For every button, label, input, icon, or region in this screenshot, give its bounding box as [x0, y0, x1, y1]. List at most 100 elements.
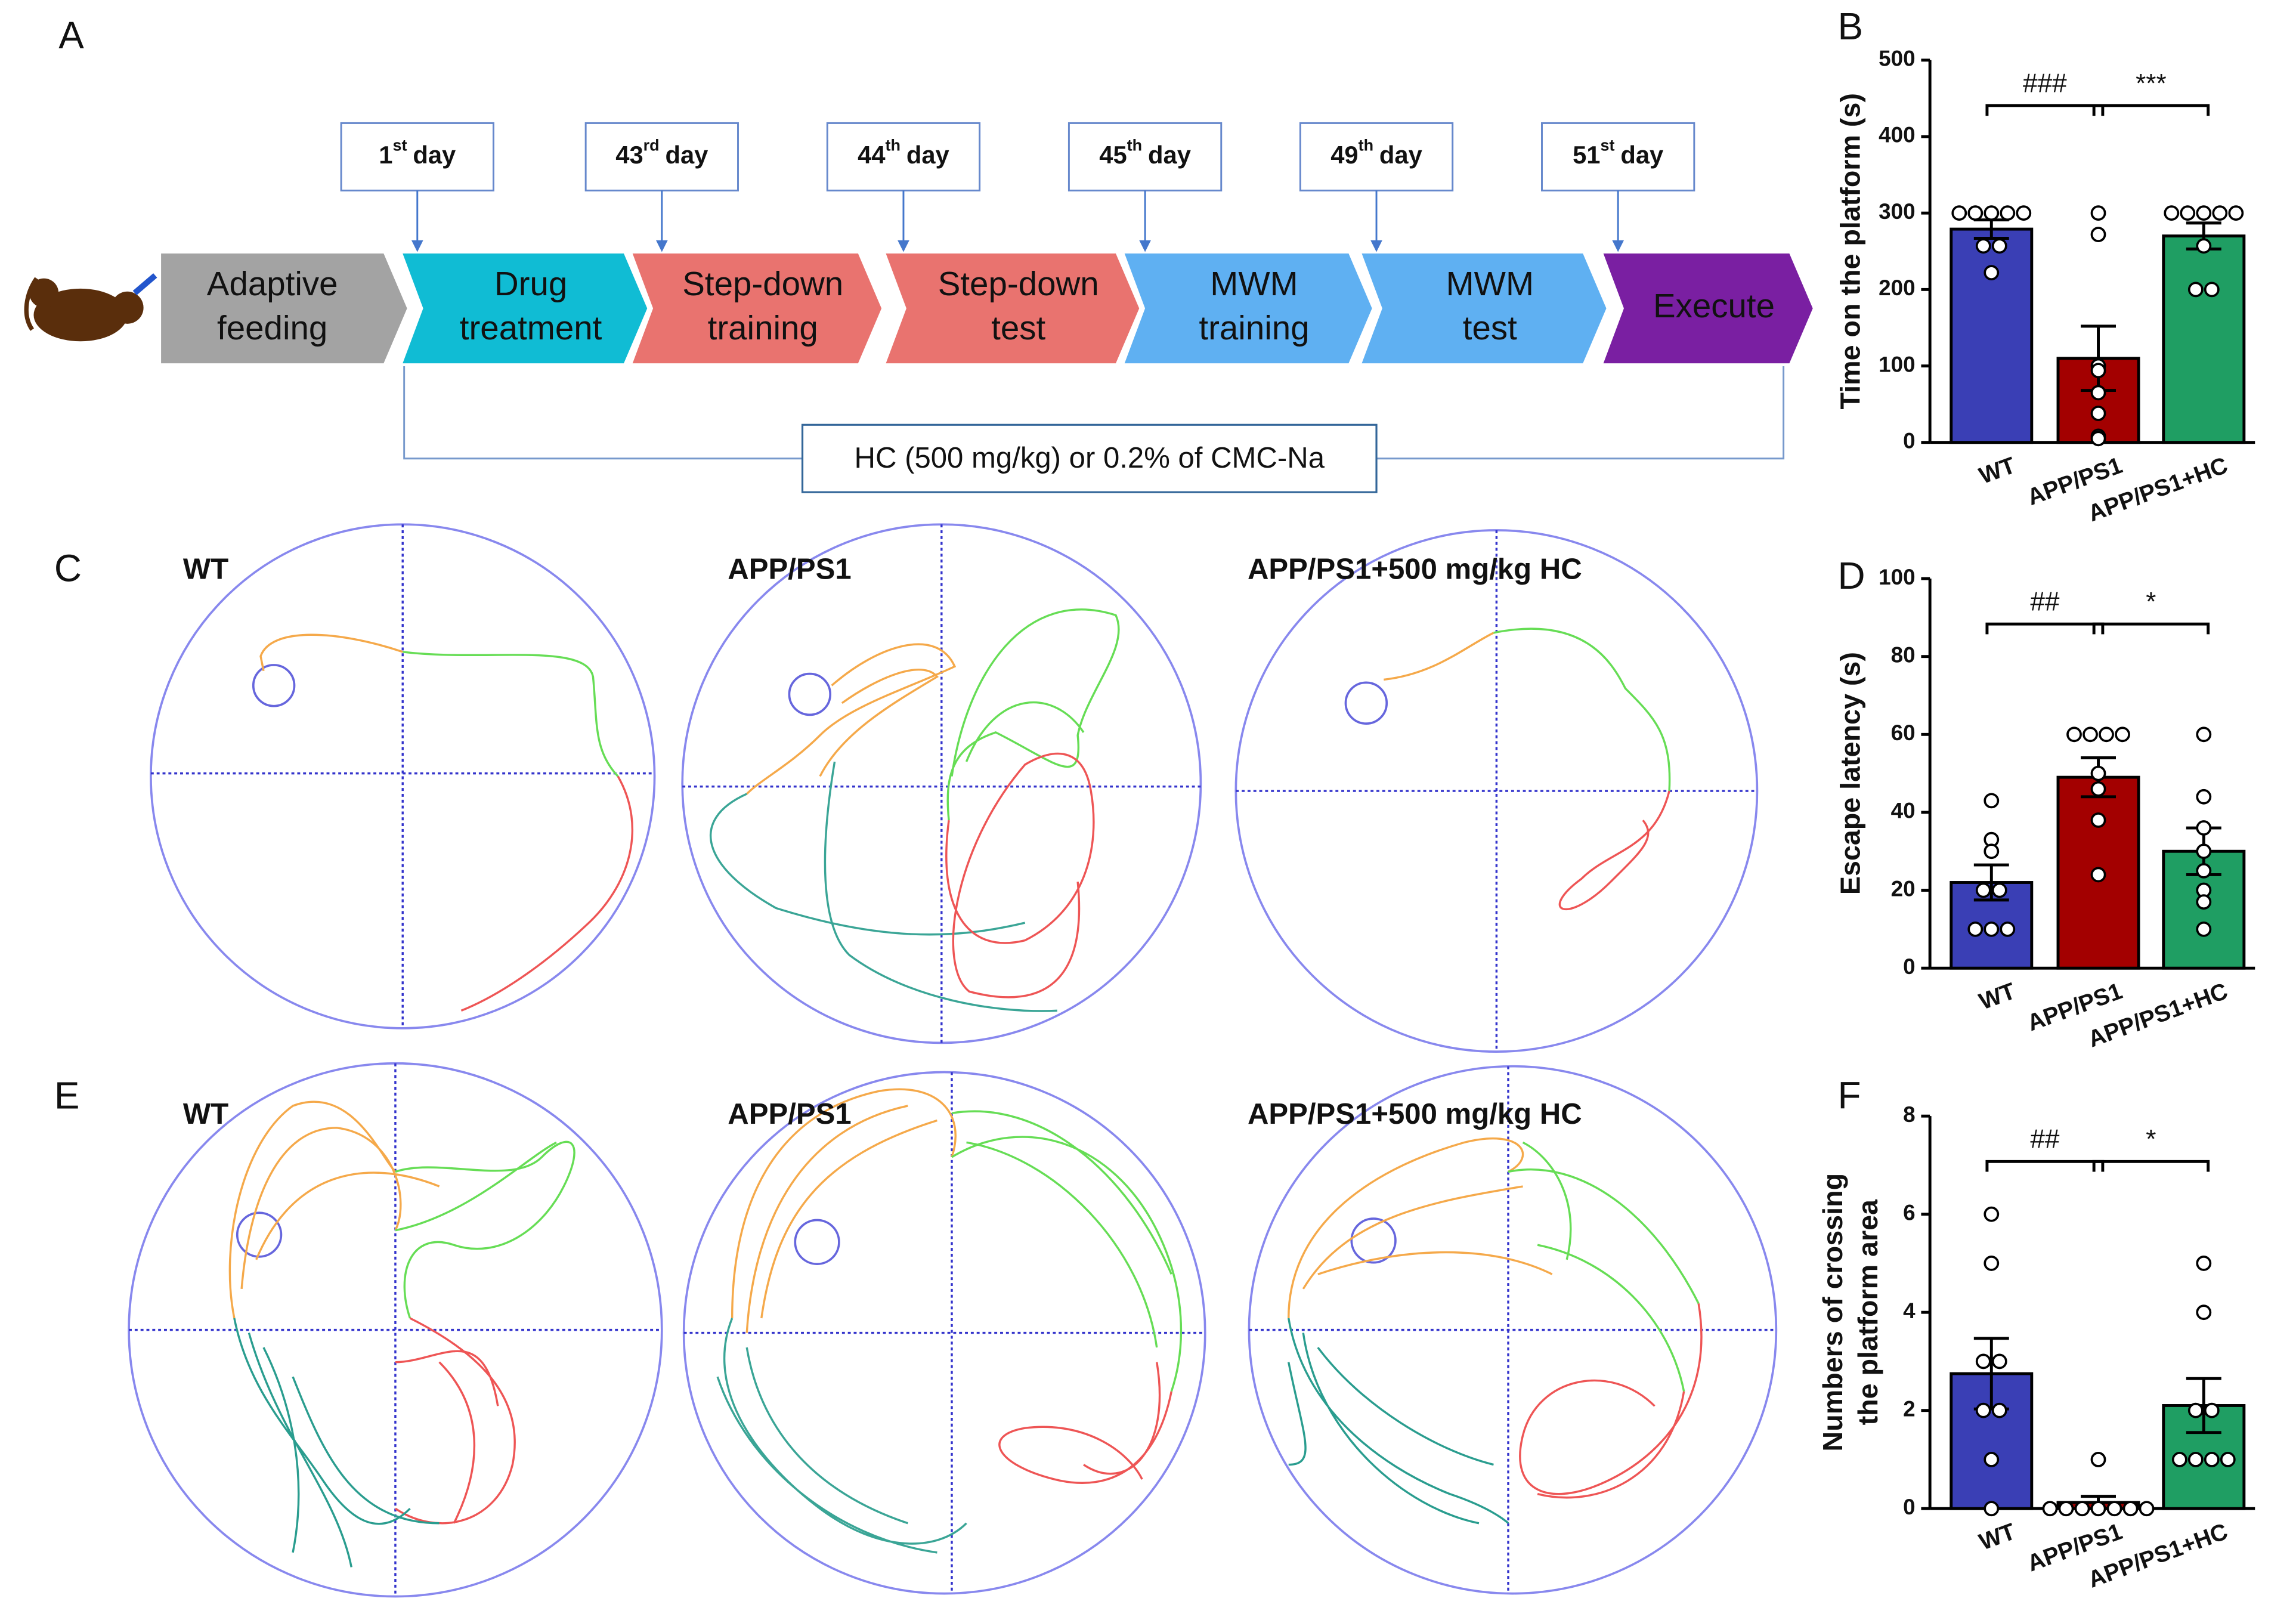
track-c1 [150, 523, 656, 1029]
data-point [1984, 793, 2000, 809]
track-e3 [1248, 1065, 1778, 1595]
significance-label: * [2146, 587, 2156, 616]
step-label: treatment [460, 309, 602, 347]
day-label: 51st day [1573, 137, 1663, 169]
mouse-icon [24, 273, 157, 342]
data-point [2196, 863, 2212, 879]
day-arrow-head [1612, 240, 1624, 252]
bar [1950, 227, 2034, 444]
step-arrow [632, 253, 882, 364]
data-point [2090, 1501, 2106, 1517]
x-tick-label: WT [1976, 1518, 2019, 1555]
y-tick-label: 100 [1879, 565, 1915, 589]
y-tick-label: 60 [1891, 721, 1916, 745]
data-point [2196, 205, 2212, 221]
day-word: day [906, 141, 949, 169]
step-label: Execute [1653, 287, 1775, 324]
data-point [2212, 205, 2228, 221]
data-point [1984, 921, 2000, 937]
data-point [2228, 205, 2244, 221]
step-label: training [708, 309, 818, 347]
data-point [1984, 205, 2000, 221]
track-e2 [682, 1071, 1206, 1595]
day-box [584, 122, 739, 191]
day-number: 51 [1573, 141, 1600, 169]
day-number: 43 [615, 141, 643, 169]
data-point [2090, 205, 2106, 221]
panel-label: D [1837, 554, 1865, 597]
day-label: 44th day [858, 137, 949, 169]
day-label: 43rd day [615, 137, 708, 169]
data-point [1967, 205, 1984, 221]
data-point [1984, 1206, 2000, 1222]
data-point [2090, 385, 2106, 401]
error-bar [1973, 863, 2009, 902]
step-label: test [1463, 309, 1517, 347]
data-point [2196, 238, 2212, 254]
step-label: Adaptive [207, 265, 338, 302]
significance-label: * [2146, 1125, 2156, 1154]
day-word: day [1379, 141, 1422, 169]
day-word: day [665, 141, 708, 169]
data-point [2090, 1452, 2106, 1467]
day-arrow-head [411, 240, 423, 252]
data-point [1984, 1452, 2000, 1467]
data-point [1975, 1402, 1991, 1418]
data-point [1967, 921, 1984, 937]
data-point [2204, 282, 2220, 298]
tracks [128, 523, 1778, 1598]
y-tick-label: 8 [1903, 1102, 1915, 1127]
day-number: 1 [379, 141, 392, 169]
step-label: training [1199, 309, 1309, 347]
data-point [2187, 1402, 2204, 1418]
x-tick-label: WT [1976, 452, 2019, 489]
day-number: 44 [858, 141, 885, 169]
step-arrow [1603, 253, 1813, 364]
data-point [1984, 843, 2000, 860]
step-label: Step-down [938, 265, 1099, 302]
panel-label: E [54, 1074, 80, 1117]
day-suffix: st [393, 137, 407, 154]
track-label: APP/PS1 [728, 1098, 851, 1130]
panel-label: A [58, 14, 84, 57]
step-arrow [886, 253, 1140, 364]
significance-bracket [2092, 1160, 2210, 1172]
y-tick-label: 400 [1879, 123, 1915, 147]
data-point [2058, 1501, 2074, 1517]
day-box [1067, 122, 1223, 191]
data-point [2204, 1402, 2220, 1418]
data-point [2000, 205, 2016, 221]
significance-label: ## [2030, 1125, 2060, 1154]
day-suffix: th [1359, 137, 1373, 154]
data-point [2090, 363, 2106, 379]
significance-bracket [1985, 1160, 2105, 1172]
step-label: MWM [1446, 265, 1534, 302]
x-tick-label: WT [1976, 978, 2019, 1015]
data-point [1975, 238, 1991, 254]
day-label: 45th day [1099, 137, 1191, 169]
data-point [2083, 726, 2098, 743]
y-tick-label: 0 [1903, 1495, 1915, 1519]
data-point [2164, 205, 2180, 221]
data-point [1984, 1501, 2000, 1517]
step-arrow [1361, 253, 1607, 364]
day-arrow-head [656, 240, 668, 252]
panel-label: F [1837, 1074, 1861, 1117]
data-point [2090, 227, 2106, 242]
data-point [2204, 1452, 2220, 1467]
day-box [1299, 122, 1454, 191]
track-label: WT [183, 554, 228, 586]
track-c3 [1234, 529, 1759, 1053]
data-point [2042, 1501, 2058, 1517]
data-point [2196, 921, 2212, 937]
panel-label: B [1837, 5, 1863, 48]
y-tick-label: 40 [1891, 799, 1916, 823]
data-point [2171, 1452, 2187, 1467]
data-point [2106, 1501, 2122, 1517]
data-point [2196, 1304, 2212, 1321]
day-suffix: st [1601, 137, 1615, 154]
y-tick-label: 4 [1903, 1299, 1916, 1323]
y-tick-label: 200 [1879, 276, 1915, 300]
significance-label: *** [2136, 69, 2167, 98]
note: HC (500 mg/kg) or 0.2% of CMC-Na [855, 442, 1325, 474]
